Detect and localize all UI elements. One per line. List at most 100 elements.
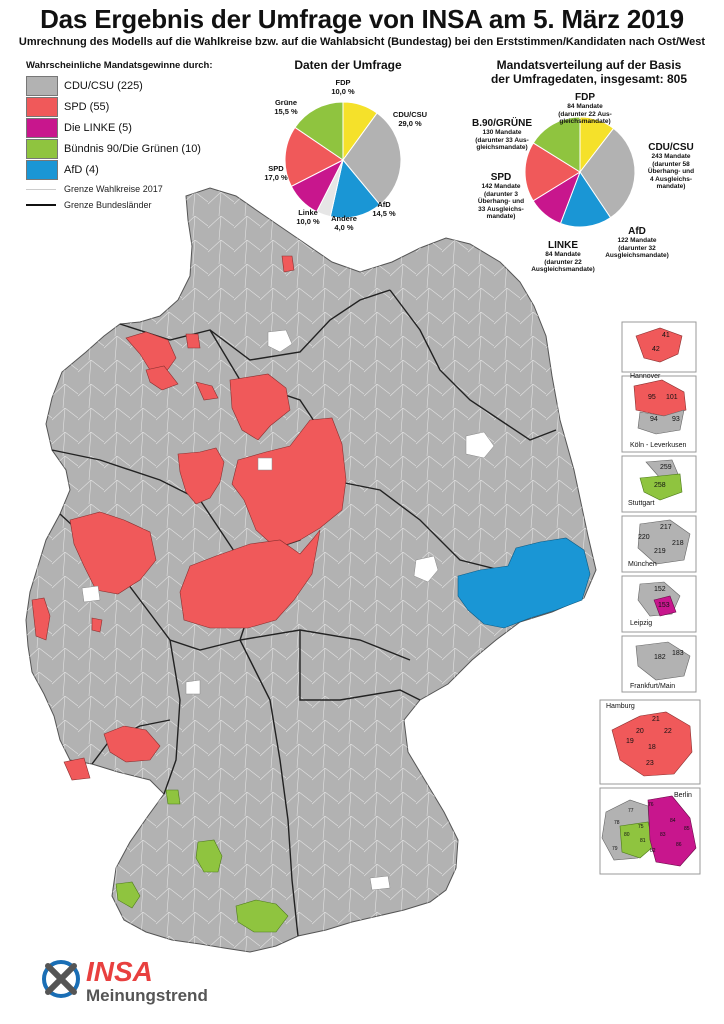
legend-line-laender: Grenze Bundesländer: [26, 198, 266, 212]
seat-label-afd-l0: 122 Mandate: [617, 237, 657, 244]
legend-swatch-spd: [26, 96, 58, 117]
gruene-regions: [115, 789, 289, 933]
seat-label-linke: LINKE 84 Mandate (darunter 22 Ausgleichsman…: [524, 240, 602, 274]
inset-num-82: 82: [650, 848, 656, 854]
seat-label-cdu-name: CDU/CSU: [648, 142, 694, 153]
legend-label-gruene: Bündnis 90/Die Grünen (10): [64, 142, 201, 155]
inset-name-stuttgart: Stuttgart: [628, 500, 655, 507]
legend-swatch-linke: [26, 117, 58, 138]
seat-label-gruene: B.90/GRÜNE 130 Mandate (darunter 33 Aus-gl…: [466, 118, 538, 152]
seat-label-fdp-l2: gleichsmandate): [559, 118, 611, 125]
seat-label-linke-name: LINKE: [548, 240, 578, 251]
page-subtitle: Umrechnung des Modells auf die Wahlkreis…: [18, 36, 706, 48]
inset-num-83: 83: [660, 832, 666, 838]
seat-label-afd: AfD 122 Mandate (darunter 32 Ausgleichsmand…: [598, 226, 676, 260]
inset-num-182: 182: [654, 654, 666, 661]
legend-line-label-wahlkreise: Grenze Wahlkreise 2017: [64, 184, 163, 194]
seat-label-spd-l3: 33 Ausgleichs-: [478, 205, 524, 213]
seat-label-gruene-l0: 130 Mandate: [482, 129, 522, 136]
legend-label-spd: SPD (55): [64, 100, 110, 113]
inset-name-hamburg: Hamburg: [606, 703, 635, 710]
poll-label-cdu-pct: 29,0 %: [398, 119, 422, 128]
inset-num-94: 94: [650, 416, 658, 423]
inset-num-81: 81: [640, 838, 646, 844]
inset-num-152: 152: [654, 586, 666, 593]
insa-logo-sub: Meinungstrend: [86, 986, 208, 1005]
inset-num-79: 79: [612, 846, 618, 852]
legend-label-afd: AfD (4): [64, 163, 99, 176]
poll-label-linke-pct: 10,0 %: [296, 217, 320, 226]
legend-swatch-afd: [26, 159, 58, 180]
poll-label-spd-name: SPD: [268, 164, 284, 173]
poll-label-spd: SPD 17,0 %: [256, 164, 296, 182]
seat-label-spd-l1: (darunter 3: [484, 190, 518, 198]
seat-label-cdu-l3: 4 Ausgleichs-: [649, 175, 693, 183]
seat-label-afd-l2: Ausgleichsmandate): [605, 252, 669, 259]
seat-label-spd-l0: 142 Mandate: [481, 183, 521, 190]
legend-item-cdu: CDU/CSU (225): [26, 75, 266, 96]
legend-swatch-cdu: [26, 75, 58, 96]
inset-num-219: 219: [654, 548, 666, 555]
inset-num-259: 259: [660, 464, 672, 471]
seat-label-cdu-l0: 243 Mandate: [651, 153, 691, 160]
poll-label-andere-pct: 4,0 %: [334, 223, 354, 232]
inset-num-86: 86: [676, 842, 682, 848]
seat-label-linke-l0: 84 Mandate: [545, 251, 581, 258]
poll-label-fdp-name: FDP: [335, 78, 351, 87]
inset-name-frankfurt: Frankfurt/Main: [630, 683, 676, 690]
seat-pie-title-1: Mandatsverteilung auf der Basis: [496, 58, 682, 72]
poll-label-fdp-pct: 10,0 %: [331, 87, 355, 96]
poll-label-cdu: CDU/CSU 29,0 %: [384, 110, 436, 128]
inset-num-80: 80: [624, 832, 630, 838]
seat-label-afd-l1: (darunter 32: [618, 244, 656, 252]
seat-label-spd-name: SPD: [490, 172, 512, 183]
seat-label-cdu-l4: mandate): [656, 183, 686, 190]
inset-num-153: 153: [658, 602, 670, 609]
inset-num-41: 41: [662, 332, 670, 339]
inset-num-183: 183: [672, 650, 684, 657]
poll-label-afd-pct: 14,5 %: [372, 209, 396, 218]
inset-num-84: 84: [670, 818, 676, 824]
insa-logo-brand: INSA: [86, 956, 153, 987]
inset-num-217: 217: [660, 524, 672, 531]
seat-label-spd-l2: Überhang- und: [477, 198, 525, 205]
seat-pie-title: Mandatsverteilung auf der Basis der Umfra…: [476, 58, 702, 86]
legend-title: Wahrscheinliche Mandatsgewinne durch:: [26, 60, 213, 71]
legend-item-gruene: Bündnis 90/Die Grünen (10): [26, 138, 266, 159]
inset-name-berlin: Berlin: [674, 792, 692, 799]
poll-label-afd: AfD 14,5 %: [364, 200, 404, 218]
inset-name-leipzig: Leipzig: [630, 620, 653, 627]
seat-label-gruene-name: B.90/GRÜNE: [471, 118, 532, 129]
poll-label-gruene-name: Grüne: [274, 98, 298, 107]
inset-num-258: 258: [654, 482, 666, 489]
inset-num-23: 23: [646, 760, 654, 767]
legend-item-linke: Die LINKE (5): [26, 117, 266, 138]
seat-label-fdp: FDP 84 Mandate (darunter 22 Aus-gleichsman…: [550, 92, 620, 126]
inset-name-koeln: Köln - Leverkusen: [630, 442, 687, 449]
seat-label-cdu-l1: (darunter 58: [652, 160, 690, 168]
poll-label-gruene-pct: 15,5 %: [274, 107, 298, 116]
inset-name-hannover: Hannover: [630, 373, 661, 380]
seat-label-gruene-l1: (darunter 33 Aus-: [475, 136, 529, 144]
spd-regions: [31, 255, 347, 781]
inset-num-218: 218: [672, 540, 684, 547]
seat-label-spd: SPD 142 Mandate (darunter 3 Überhang- und 33…: [470, 172, 532, 221]
legend-item-spd: SPD (55): [26, 96, 266, 117]
inset-num-101: 101: [666, 394, 678, 401]
inset-num-18: 18: [648, 744, 656, 751]
inset-num-85: 85: [684, 826, 690, 832]
seat-label-gruene-l2: gleichsmandate): [476, 144, 528, 151]
poll-label-linke-name: Linke: [298, 208, 318, 217]
poll-label-andere: Andere 4,0 %: [322, 214, 366, 232]
inset-num-20: 20: [636, 728, 644, 735]
inset-num-95: 95: [648, 394, 656, 401]
legend-label-linke: Die LINKE (5): [64, 121, 132, 134]
insa-logo-icon: [42, 960, 80, 998]
inset-num-77: 77: [628, 808, 634, 814]
poll-pie-title: Daten der Umfrage: [294, 58, 402, 72]
poll-label-andere-name: Andere: [331, 214, 357, 223]
poll-label-linke: Linke 10,0 %: [288, 208, 328, 226]
inset-num-78: 78: [614, 820, 620, 826]
